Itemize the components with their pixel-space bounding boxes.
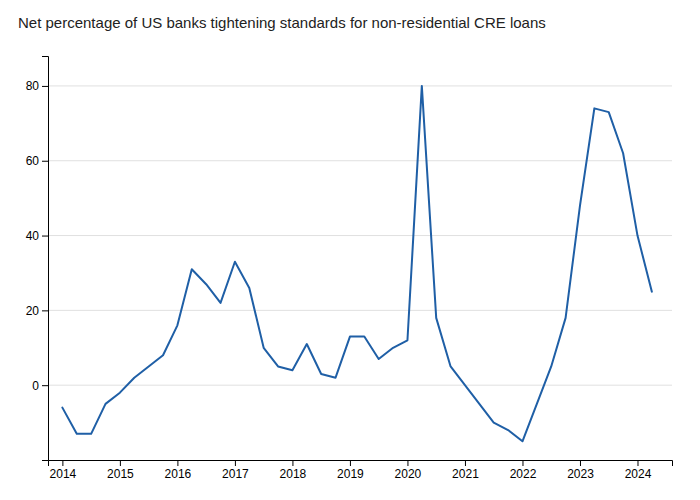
- x-tick-label: 2024: [625, 467, 652, 481]
- y-tick-mark: [42, 161, 48, 162]
- x-tick-mark: [235, 460, 236, 466]
- x-tick-mark: [407, 460, 408, 466]
- x-tick-mark: [580, 460, 581, 466]
- x-tick-mark: [522, 460, 523, 466]
- x-tick: 2022: [510, 460, 537, 481]
- grid-line: [48, 310, 672, 311]
- x-tick: 2015: [107, 460, 134, 481]
- y-tick-mark: [42, 385, 48, 386]
- y-tick-mark: [42, 310, 48, 311]
- x-tick-label: 2014: [50, 467, 77, 481]
- x-tick-mark: [62, 460, 63, 466]
- grid-line: [48, 85, 672, 86]
- x-tick-label: 2020: [395, 467, 422, 481]
- x-tick: 2024: [625, 460, 652, 481]
- grid-line: [48, 385, 672, 386]
- x-tick: 2018: [280, 460, 307, 481]
- y-tick-label: 60: [26, 154, 40, 168]
- x-tick: 2020: [395, 460, 422, 481]
- title: Net percentage of US banks tightening st…: [18, 14, 546, 31]
- x-tick-mark: [350, 460, 351, 466]
- x-tick: 2014: [50, 460, 77, 481]
- y-tick: 20: [26, 304, 48, 318]
- x-tick-mark: [177, 460, 178, 466]
- marks: [62, 86, 651, 441]
- y-axis-line: [42, 57, 49, 461]
- y-tick: 40: [26, 229, 48, 243]
- y-tick-mark: [42, 86, 48, 87]
- y-tick-mark: [42, 236, 48, 237]
- x-tick-mark: [465, 460, 466, 466]
- x-tick: 2017: [222, 460, 249, 481]
- x-tick-mark: [292, 460, 293, 466]
- grid: [48, 86, 672, 385]
- y-tick-label: 80: [26, 79, 40, 93]
- grid-line: [48, 160, 672, 161]
- x-axis: 2014 2015 2016 2017 2018 2019 2020 2021 2022 2023…: [49, 460, 673, 481]
- x-tick-label: 2017: [222, 467, 249, 481]
- grid-line: [48, 235, 672, 236]
- x-tick: 2016: [165, 460, 192, 481]
- chart: Net percentage of US banks tightening st…: [0, 0, 700, 500]
- x-axis-line: [49, 461, 673, 467]
- y-tick-label: 20: [26, 304, 40, 318]
- x-tick-label: 2019: [337, 467, 364, 481]
- x-tick: 2021: [452, 460, 479, 481]
- plot: 2014 2015 2016 2017 2018 2019 2020 2021 2022 2023…: [26, 57, 673, 481]
- x-tick-label: 2023: [567, 467, 594, 481]
- y-tick: 60: [26, 154, 48, 168]
- y-tick-label: 40: [26, 229, 40, 243]
- y-axis: 0 20 40 60 80: [26, 57, 49, 461]
- x-tick-label: 2018: [280, 467, 307, 481]
- y-tick: 80: [26, 79, 48, 93]
- y-tick-label: 0: [32, 379, 39, 393]
- y-tick: 0: [32, 379, 48, 393]
- x-tick: 2023: [567, 460, 594, 481]
- x-tick-mark: [637, 460, 638, 466]
- x-tick-label: 2016: [165, 467, 192, 481]
- x-tick-mark: [120, 460, 121, 466]
- x-tick-label: 2015: [107, 467, 134, 481]
- x-tick-label: 2021: [452, 467, 479, 481]
- line: [62, 86, 651, 441]
- x-tick-label: 2022: [510, 467, 537, 481]
- x-tick: 2019: [337, 460, 364, 481]
